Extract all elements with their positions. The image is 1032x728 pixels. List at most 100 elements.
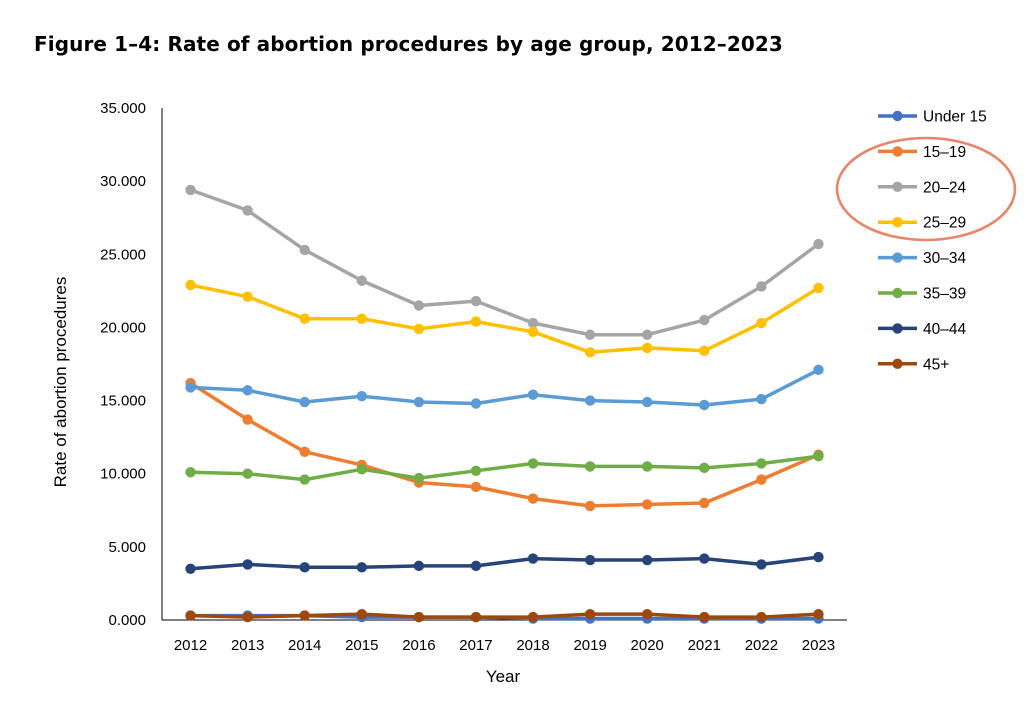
- legend-marker: [892, 110, 903, 122]
- series-line: [188, 283, 821, 355]
- data-point: [185, 563, 196, 574]
- data-point: [242, 414, 253, 425]
- data-point: [356, 562, 367, 573]
- data-point: [242, 291, 253, 302]
- highlight-ellipse: [835, 136, 1017, 242]
- series-group: [185, 184, 824, 624]
- data-point: [413, 611, 425, 623]
- x-tick-label: 2019: [573, 637, 606, 654]
- series-40–44: [185, 551, 824, 574]
- data-point: [185, 279, 196, 291]
- data-point: [699, 497, 710, 509]
- data-point: [299, 244, 310, 256]
- data-point: [185, 610, 196, 621]
- data-point: [356, 390, 367, 402]
- legend-label: Under 15: [923, 109, 987, 126]
- data-point: [299, 396, 310, 408]
- data-point: [756, 474, 767, 485]
- series-line: [188, 555, 821, 571]
- legend: Under 15 15–19 20–24 25–29 30–34 35–39 40–44 45…: [878, 109, 987, 373]
- data-point: [527, 326, 539, 338]
- data-point: [642, 499, 653, 510]
- x-tick-label: 2016: [402, 637, 435, 654]
- legend-marker: [892, 217, 903, 228]
- x-tick-labels: 2012 2013 2014 2015 2016 2017 2018 2019 2020 2021…: [174, 637, 835, 654]
- x-tick-label: 2015: [345, 637, 378, 654]
- series-line: [188, 454, 821, 482]
- y-tick-label: 10.000: [100, 466, 146, 483]
- x-axis-title: Year: [486, 667, 521, 686]
- series-45+: [185, 608, 824, 623]
- legend-label: 35–39: [923, 286, 966, 303]
- x-tick-label: 2012: [174, 637, 207, 654]
- series-30–34: [185, 364, 824, 411]
- data-point: [413, 560, 425, 572]
- legend-label: 15–19: [923, 144, 966, 161]
- data-point: [470, 295, 482, 307]
- legend-item: 35–39: [878, 286, 966, 303]
- data-point: [242, 468, 253, 479]
- y-tick-label: 35.000: [100, 100, 146, 117]
- data-point: [756, 281, 767, 292]
- data-point: [699, 399, 710, 411]
- data-point: [584, 461, 596, 472]
- legend-label: 20–24: [923, 179, 966, 196]
- series-line: [188, 381, 821, 508]
- x-tick-label: 2018: [516, 637, 549, 654]
- data-point: [756, 458, 767, 469]
- legend-marker: [892, 146, 903, 157]
- y-tick-labels: 0.000 5.000 10.000 15.000 20.000 25.000 30.000…: [100, 100, 146, 629]
- data-point: [642, 461, 653, 472]
- data-point: [813, 450, 824, 462]
- series-line: [188, 188, 821, 337]
- x-tick-label: 2013: [231, 637, 264, 654]
- x-tick-label: 2014: [288, 637, 321, 654]
- series-25–29: [185, 279, 824, 358]
- data-point: [470, 560, 482, 572]
- legend-marker: [892, 252, 903, 263]
- data-point: [527, 493, 539, 504]
- data-point: [584, 347, 596, 358]
- series-35–39: [185, 450, 824, 485]
- legend-marker: [892, 287, 903, 299]
- data-point: [642, 608, 653, 620]
- x-tick-label: 2017: [459, 637, 492, 654]
- legend-item: Under 15: [878, 109, 987, 126]
- data-point: [413, 300, 425, 311]
- data-point: [299, 446, 310, 457]
- data-point: [299, 474, 310, 485]
- x-tick-label: 2022: [745, 637, 778, 654]
- y-tick-label: 0.000: [108, 612, 146, 629]
- data-point: [185, 184, 196, 196]
- y-axis-title: Rate of abortion procedures: [51, 277, 70, 488]
- data-point: [584, 329, 596, 340]
- data-point: [699, 462, 710, 474]
- legend-item: 15–19: [878, 144, 966, 161]
- legend-marker: [892, 181, 903, 192]
- y-tick-label: 5.000: [108, 539, 146, 556]
- data-point: [699, 314, 710, 326]
- data-point: [584, 395, 596, 406]
- x-tick-label: 2021: [688, 637, 721, 654]
- data-point: [356, 464, 367, 475]
- data-point: [356, 313, 367, 324]
- data-point: [813, 608, 824, 620]
- data-point: [813, 238, 824, 250]
- legend-item: 30–34: [878, 250, 966, 267]
- data-point: [813, 551, 824, 563]
- data-point: [756, 611, 767, 623]
- legend-label: 25–29: [923, 215, 966, 232]
- data-point: [299, 562, 310, 573]
- data-point: [242, 559, 253, 570]
- data-point: [356, 608, 367, 620]
- legend-item: 20–24: [878, 179, 966, 196]
- data-point: [527, 389, 539, 400]
- legend-label: 30–34: [923, 250, 966, 267]
- data-point: [185, 382, 196, 393]
- data-point: [699, 553, 710, 564]
- data-point: [470, 316, 482, 327]
- axes: [161, 108, 847, 621]
- data-point: [756, 559, 767, 570]
- data-point: [584, 554, 596, 566]
